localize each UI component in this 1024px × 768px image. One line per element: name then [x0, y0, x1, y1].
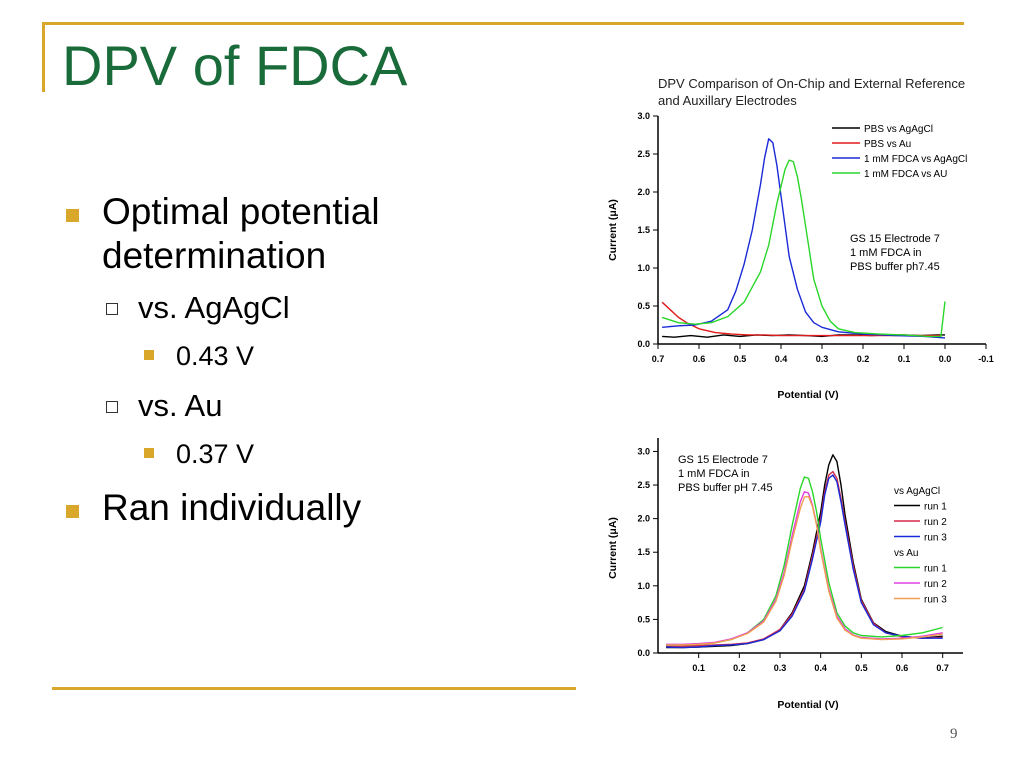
y-tick-label: 2.5: [637, 480, 650, 490]
plot-area: 0.1 0.2 0.3 0.4 0.5 0.6 0.7 0.0 0.5 1.0 1.5 2.0 2.5 3…: [637, 438, 963, 673]
annotation-line: GS 15 Electrode 7: [678, 454, 768, 466]
legend: PBS vs AgAgCl PBS vs Au 1 mM FDCA vs AgAgC…: [832, 124, 967, 180]
x-tick-label: 0.5: [855, 663, 868, 673]
left-rule: [42, 22, 45, 92]
annotation-line: 1 mM FDCA in: [850, 247, 922, 259]
x-tick-label: 0.7: [936, 663, 949, 673]
legend-label: 1 mM FDCA vs AgAgCl: [864, 154, 967, 165]
chart-title-line1: DPV Comparison of On-Chip and External R…: [658, 76, 965, 91]
y-axis-label: Current (μA): [607, 517, 619, 579]
x-tick-label: 0.2: [733, 663, 746, 673]
legend-group-label: vs Au: [894, 548, 918, 559]
legend-label: run 1: [924, 502, 947, 513]
annotation-line: PBS buffer ph7.45: [850, 261, 940, 273]
x-tick-label: -0.1: [978, 354, 994, 364]
legend-group-label: vs AgAgCl: [894, 486, 940, 497]
series-line-6: [666, 495, 943, 646]
square-bullet-icon: [66, 505, 79, 518]
series-line-2: [661, 301, 941, 337]
series-line-4: [661, 159, 946, 338]
value-text: 0.37 V: [176, 439, 255, 469]
legend-label: run 1: [924, 564, 947, 575]
x-tick-label: 0.4: [814, 663, 827, 673]
plot-area: 0.7 0.6 0.5 0.4 0.3 0.2 0.1 0.0 -0.1 0.0 0.5 1.0 1.5…: [637, 111, 993, 364]
x-axis-label: Potential (V): [777, 699, 838, 711]
dpv-runs-chart: 0.1 0.2 0.3 0.4 0.5 0.6 0.7 0.0 0.5 1.0 1.5 2.0 2.5 3…: [607, 438, 963, 711]
legend-label: run 2: [924, 579, 947, 590]
y-tick-label: 1.5: [637, 547, 650, 557]
bullet-optimal-potential: Optimal potential determination: [62, 190, 482, 278]
chart-title-line2: and Auxillary Electrodes: [658, 93, 797, 108]
square-bullet-icon: [66, 209, 79, 222]
x-tick-label: 0.1: [898, 354, 911, 364]
dpv-comparison-chart: DPV Comparison of On-Chip and External R…: [607, 76, 994, 401]
bullet-list: Optimal potential determination vs. AgAg…: [62, 190, 482, 536]
y-tick-label: 1.5: [637, 225, 650, 235]
y-axis-label: Current (μA): [607, 199, 619, 261]
y-tick-label: 2.0: [637, 187, 650, 197]
series-line-4: [666, 476, 943, 646]
annotation-line: PBS buffer pH 7.45: [678, 482, 773, 494]
legend-label: PBS vs AgAgCl: [864, 124, 933, 135]
page-number: 9: [950, 726, 958, 742]
y-tick-label: 0.0: [637, 648, 650, 658]
top-rule: [42, 22, 964, 25]
square-bullet-icon: [144, 350, 154, 360]
y-tick-label: 3.0: [637, 446, 650, 456]
sub-bullet-text: vs. AgAgCl: [138, 290, 290, 325]
annotation: GS 15 Electrode 7 1 mM FDCA in PBS buffe…: [850, 233, 940, 273]
x-tick-label: 0.1: [692, 663, 705, 673]
legend: vs AgAgCl run 1 run 2 run 3 vs Au run 1 run 2 r…: [894, 486, 947, 606]
legend-label: run 3: [924, 533, 947, 544]
legend-label: 1 mM FDCA vs AU: [864, 169, 947, 180]
x-tick-label: 0.2: [857, 354, 870, 364]
series-line-3: [666, 474, 943, 649]
sub-sub-bullet-agagcl-value: 0.43 V: [62, 336, 482, 376]
bullet-ran-individually: Ran individually: [62, 486, 482, 530]
bullet-text: Optimal potential determination: [102, 191, 380, 276]
y-tick-label: 1.0: [637, 263, 650, 273]
x-tick-label: 0.0: [939, 354, 952, 364]
y-tick-label: 3.0: [637, 111, 650, 121]
y-tick-label: 1.0: [637, 581, 650, 591]
y-tick-label: 0.0: [637, 339, 650, 349]
legend-label: PBS vs Au: [864, 139, 911, 150]
sub-bullet-agagcl: vs. AgAgCl: [62, 288, 482, 328]
annotation-line: GS 15 Electrode 7: [850, 233, 940, 245]
legend-label: run 3: [924, 595, 947, 606]
x-tick-label: 0.7: [652, 354, 665, 364]
slide-title: DPV of FDCA: [62, 34, 408, 97]
sub-bullet-text: vs. Au: [138, 388, 223, 423]
x-axis-label: Potential (V): [777, 389, 838, 401]
sub-bullet-au: vs. Au: [62, 386, 482, 426]
x-tick-label: 0.6: [693, 354, 706, 364]
series-line-3: [662, 138, 946, 339]
hollow-square-bullet-icon: [106, 401, 118, 413]
x-tick-label: 0.5: [734, 354, 747, 364]
bottom-rule: [52, 687, 576, 690]
square-bullet-icon: [144, 448, 154, 458]
x-tick-label: 0.6: [896, 663, 909, 673]
annotation-line: 1 mM FDCA in: [678, 468, 750, 480]
sub-sub-bullet-au-value: 0.37 V: [62, 434, 482, 474]
annotation: GS 15 Electrode 7 1 mM FDCA in PBS buffe…: [678, 454, 773, 494]
x-tick-label: 0.3: [816, 354, 829, 364]
x-tick-label: 0.3: [774, 663, 787, 673]
hollow-square-bullet-icon: [106, 303, 118, 315]
y-tick-label: 2.0: [637, 514, 650, 524]
legend-label: run 2: [924, 517, 947, 528]
y-tick-label: 0.5: [637, 301, 650, 311]
y-tick-label: 2.5: [637, 149, 650, 159]
bullet-text: Ran individually: [102, 487, 362, 528]
y-tick-label: 0.5: [637, 614, 650, 624]
value-text: 0.43 V: [176, 341, 255, 371]
x-tick-label: 0.4: [775, 354, 788, 364]
